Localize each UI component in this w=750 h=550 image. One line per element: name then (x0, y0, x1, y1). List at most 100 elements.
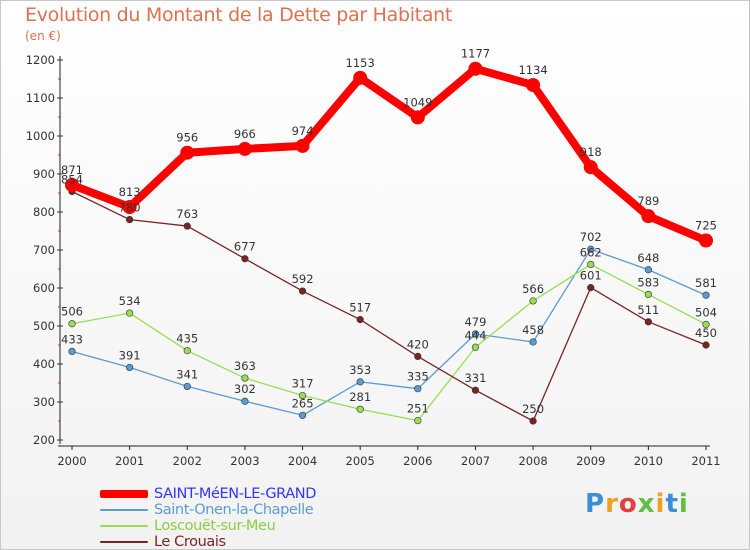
data-point-saint-meen-le-grand (699, 233, 713, 248)
legend-item: Le Crouais (100, 534, 400, 550)
data-point-saint-meen-le-grand (295, 138, 310, 153)
legend-swatch (100, 490, 148, 498)
data-point-saint-onen-la-chapelle (702, 291, 710, 299)
data-point-loscouet-sur-meu (68, 320, 76, 328)
legend-swatch (100, 525, 148, 527)
data-label-saint-onen-la-chapelle: 702 (580, 230, 602, 244)
data-point-loscouet-sur-meu (356, 405, 364, 413)
data-point-loscouet-sur-meu (414, 417, 422, 425)
series-loscouet-sur-meu (68, 260, 710, 425)
data-label-le-crouais: 250 (522, 402, 544, 416)
data-point-saint-onen-la-chapelle (126, 363, 134, 372)
data-point-saint-onen-la-chapelle (529, 338, 537, 346)
x-tick-label: 2003 (230, 454, 259, 468)
data-point-saint-meen-le-grand (468, 61, 483, 76)
y-tick-label: 600 (33, 281, 55, 295)
data-label-loscouet-sur-meu: 566 (522, 282, 544, 296)
data-point-saint-onen-la-chapelle (298, 411, 307, 419)
data-point-saint-onen-la-chapelle (644, 266, 652, 274)
data-point-le-crouais (183, 222, 191, 230)
data-label-saint-meen-le-grand: 725 (695, 219, 717, 233)
x-tick-label: 2007 (461, 454, 490, 468)
data-point-le-crouais (587, 284, 595, 292)
data-label-saint-meen-le-grand: 813 (119, 185, 141, 199)
data-point-loscouet-sur-meu (529, 297, 537, 305)
data-point-le-crouais (241, 255, 249, 263)
data-label-saint-meen-le-grand: 1134 (518, 63, 547, 77)
x-tick-label: 2001 (115, 454, 144, 468)
data-label-loscouet-sur-meu: 435 (176, 332, 198, 346)
data-label-saint-onen-la-chapelle: 581 (695, 276, 717, 290)
data-label-le-crouais: 780 (119, 201, 141, 215)
data-point-loscouet-sur-meu (183, 347, 191, 355)
data-point-saint-meen-le-grand (526, 78, 541, 93)
data-label-saint-meen-le-grand: 871 (61, 163, 83, 177)
data-point-saint-meen-le-grand (65, 178, 79, 193)
data-point-saint-meen-le-grand (410, 110, 425, 125)
data-label-saint-onen-la-chapelle: 648 (637, 251, 659, 265)
data-point-saint-onen-la-chapelle (356, 378, 364, 386)
data-point-le-crouais (298, 287, 307, 295)
data-label-le-crouais: 854 (61, 172, 83, 186)
data-label-saint-onen-la-chapelle: 391 (119, 348, 141, 362)
data-label-loscouet-sur-meu: 251 (407, 402, 429, 416)
chart-axes: 200 300 400 500 600 700 800 900 1000 1100 1200 2000… (26, 53, 721, 468)
data-point-loscouet-sur-meu (702, 320, 710, 329)
legend-label: Le Crouais (154, 534, 226, 550)
y-tick-label: 800 (33, 205, 55, 219)
legend-label: SAINT-MéEN-LE-GRAND (154, 486, 317, 502)
data-point-saint-onen-la-chapelle (414, 385, 422, 393)
data-point-loscouet-sur-meu (471, 343, 480, 351)
data-label-loscouet-sur-meu: 534 (119, 294, 141, 308)
data-label-saint-onen-la-chapelle: 353 (349, 363, 371, 377)
logo-letter: r (605, 489, 619, 519)
data-label-le-crouais: 677 (234, 240, 256, 254)
data-label-saint-meen-le-grand: 1049 (403, 95, 432, 109)
x-tick-label: 2002 (173, 454, 202, 468)
data-point-loscouet-sur-meu (126, 309, 134, 317)
data-label-loscouet-sur-meu: 363 (234, 359, 256, 373)
data-label-le-crouais: 450 (695, 326, 717, 340)
data-point-saint-onen-la-chapelle (241, 397, 249, 405)
series-line-loscouet-sur-meu (71, 263, 707, 422)
x-tick-label: 2004 (288, 454, 317, 468)
x-tick-label: 2000 (57, 454, 86, 468)
y-tick-label: 300 (33, 395, 55, 409)
data-point-saint-meen-le-grand (180, 145, 195, 160)
logo-letter: P (585, 489, 606, 519)
data-label-le-crouais: 601 (580, 269, 602, 283)
data-point-le-crouais (356, 315, 364, 324)
logo-letter: x (637, 489, 656, 519)
series-line-le-crouais (71, 190, 707, 422)
data-label-saint-onen-la-chapelle: 433 (61, 332, 83, 346)
logo-letter: i (678, 489, 689, 519)
data-point-le-crouais (126, 216, 134, 224)
data-label-le-crouais: 763 (176, 207, 198, 221)
data-point-saint-meen-le-grand (353, 70, 368, 85)
x-tick-label: 2008 (518, 454, 547, 468)
data-point-le-crouais (644, 318, 652, 326)
y-tick-label: 1100 (26, 91, 55, 105)
data-label-loscouet-sur-meu: 444 (464, 328, 486, 342)
data-label-saint-onen-la-chapelle: 341 (176, 367, 198, 381)
chart-title: Evolution du Montant de la Dette par Hab… (25, 4, 453, 26)
data-label-loscouet-sur-meu: 317 (292, 377, 314, 391)
y-tick-label: 500 (33, 319, 55, 333)
chart-subtitle: (en €) (25, 29, 61, 43)
data-label-le-crouais: 420 (407, 337, 429, 351)
data-label-le-crouais: 511 (637, 303, 659, 317)
legend-swatch (100, 509, 148, 511)
data-point-saint-onen-la-chapelle (183, 382, 191, 391)
y-tick-label: 700 (33, 243, 55, 257)
data-label-saint-meen-le-grand: 789 (637, 194, 659, 208)
data-point-saint-onen-la-chapelle (587, 245, 595, 253)
data-point-saint-meen-le-grand (583, 160, 598, 175)
y-tick-label: 400 (33, 357, 55, 371)
data-label-saint-onen-la-chapelle: 335 (407, 370, 429, 384)
series-line-saint-onen-la-chapelle (71, 248, 707, 416)
data-label-saint-meen-le-grand: 974 (292, 124, 314, 138)
data-label-loscouet-sur-meu: 504 (695, 305, 717, 319)
series-saint-meen-le-grand (65, 61, 713, 248)
legend-item: Loscouët-sur-Meu (100, 518, 400, 534)
series-layer (65, 61, 713, 425)
